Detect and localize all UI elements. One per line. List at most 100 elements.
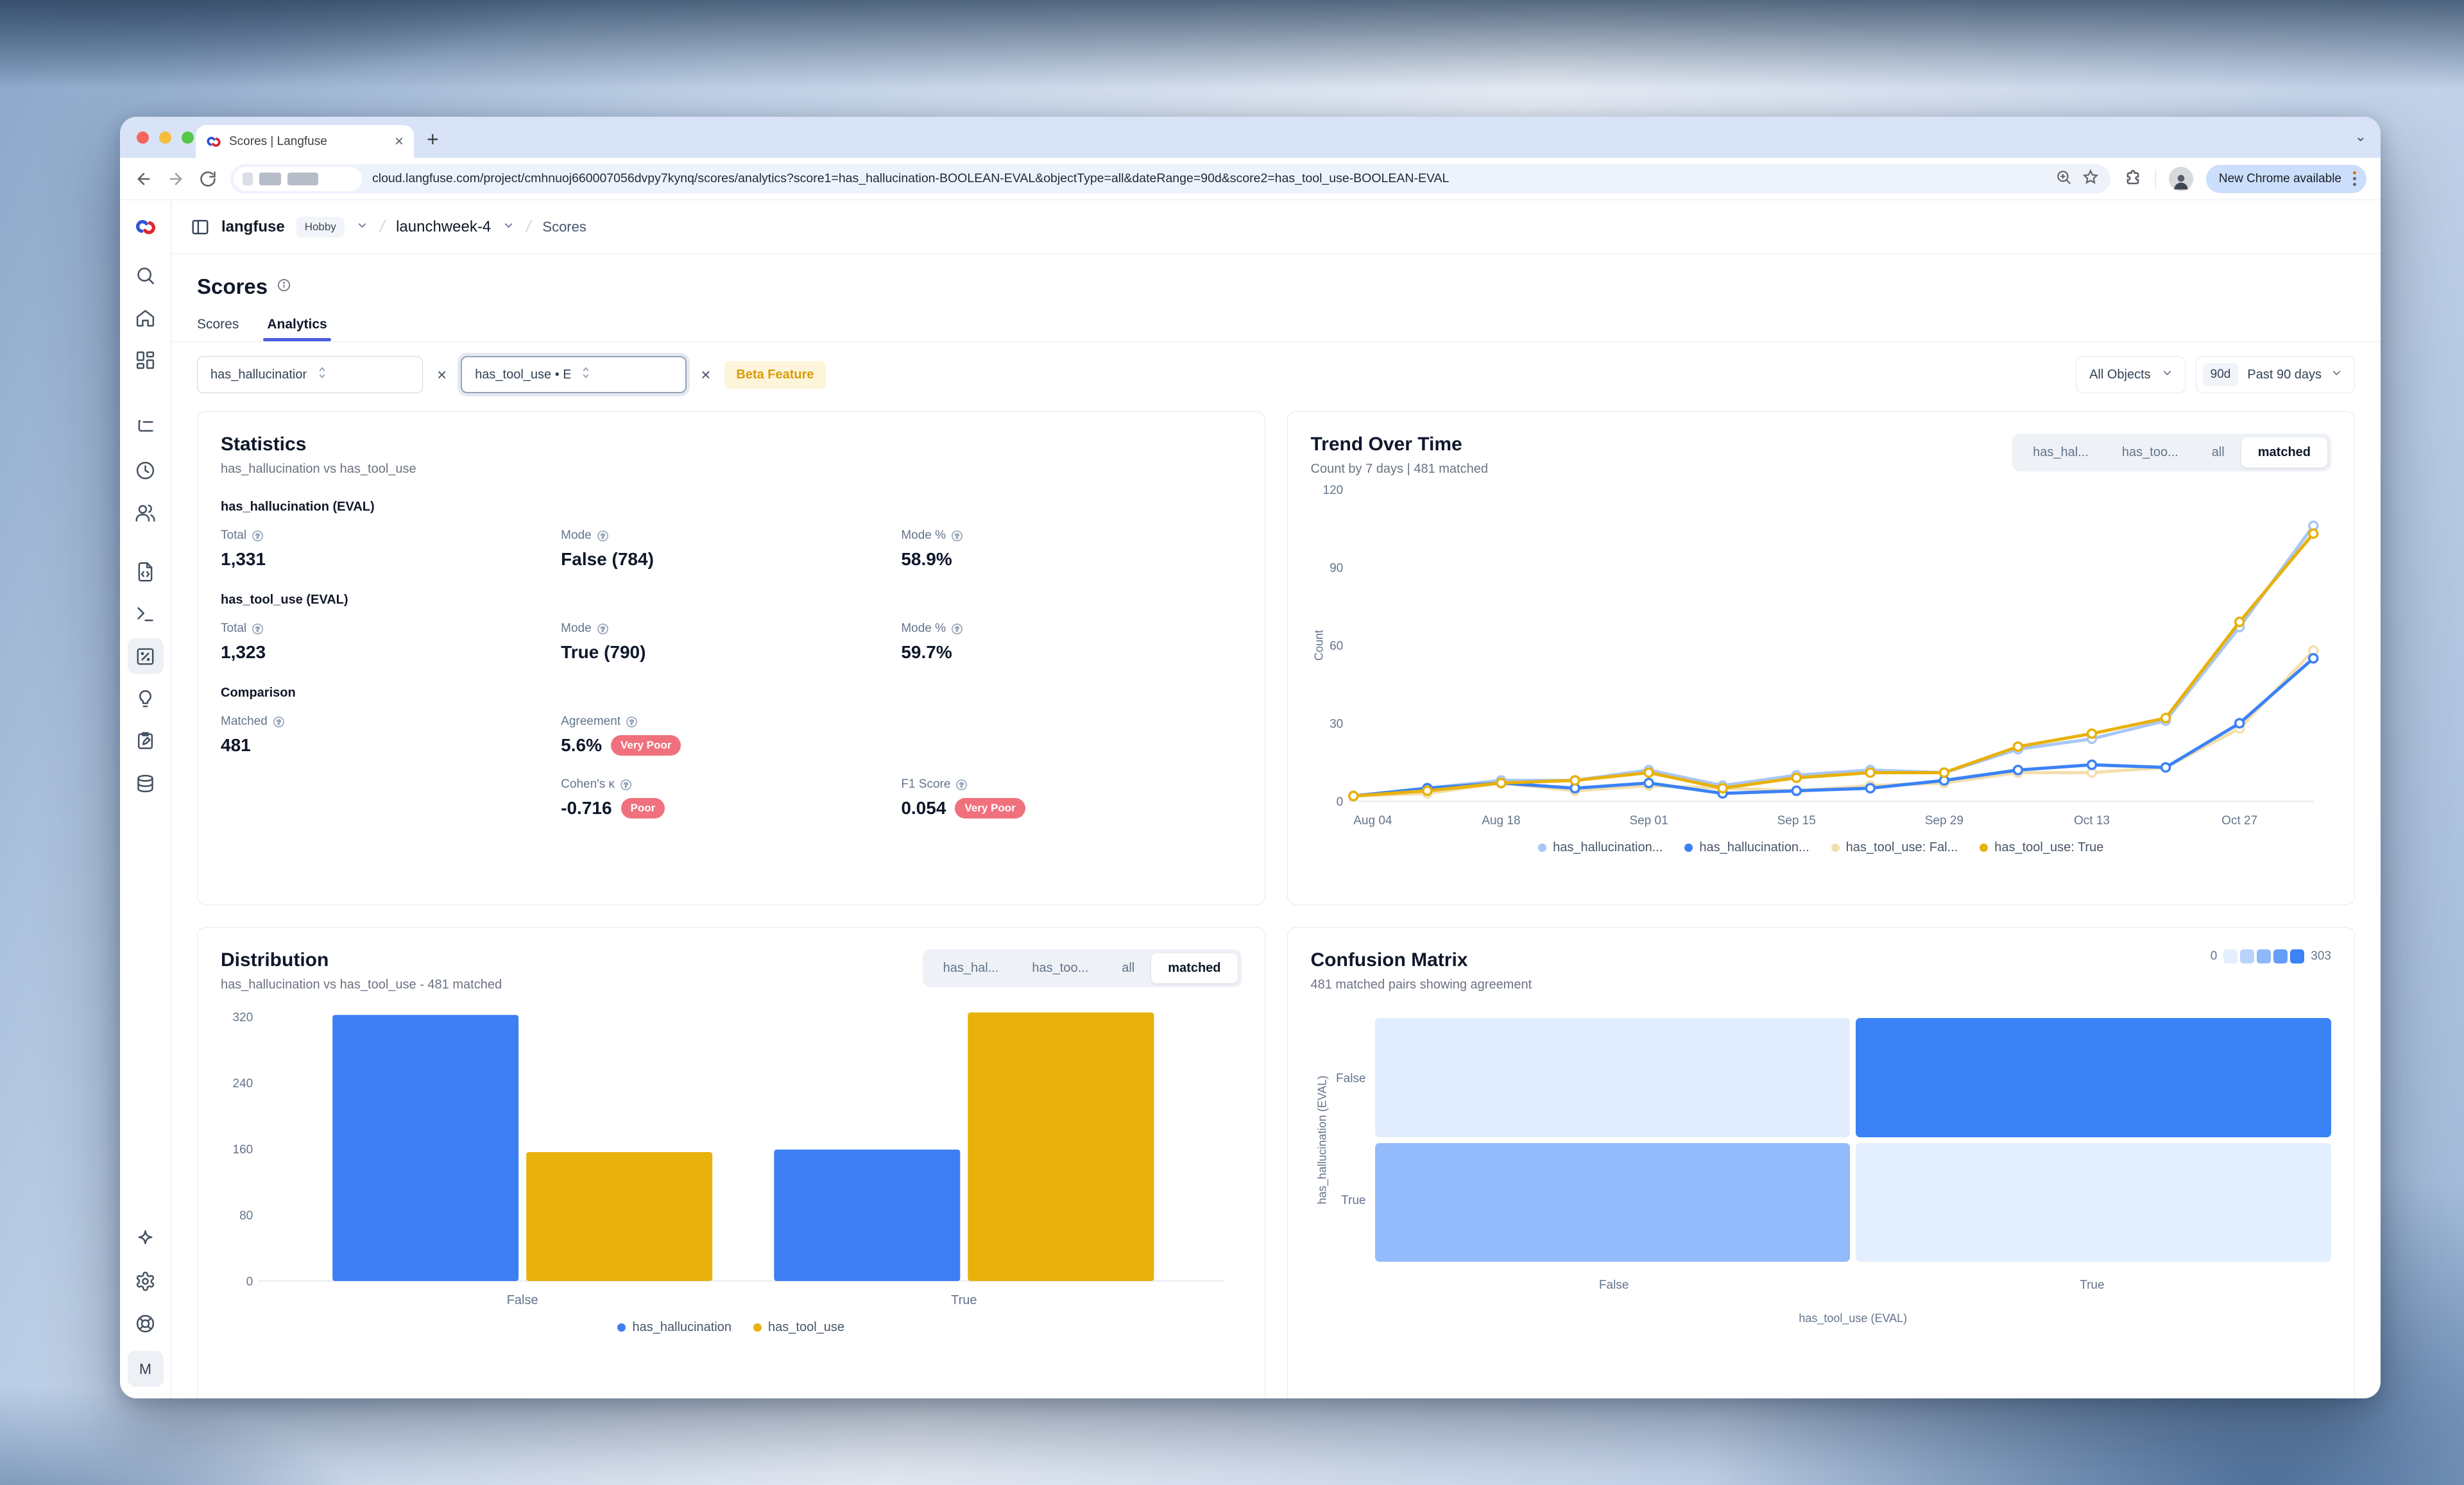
remove-score1-button[interactable]: × [437, 364, 447, 384]
zoom-window-button[interactable] [182, 132, 194, 144]
org-name[interactable]: langfuse [221, 217, 285, 235]
tab-close-icon[interactable]: × [394, 132, 404, 150]
help-icon: ? [597, 530, 608, 541]
sidebar-item-whats-new[interactable] [128, 1221, 164, 1257]
extensions-icon[interactable] [2123, 169, 2143, 189]
svg-text:?: ? [955, 532, 959, 540]
sidebar-item-sessions[interactable] [128, 452, 164, 488]
sidebar-item-datasets[interactable] [128, 765, 164, 801]
svg-text:Aug 04: Aug 04 [1353, 814, 1392, 827]
breadcrumb-page: Scores [542, 218, 586, 235]
comparison-heading: Comparison [221, 686, 296, 700]
select-updown-icon [579, 365, 675, 384]
project-switcher-chevron-icon[interactable] [502, 219, 515, 235]
sidebar-item-tracing[interactable] [128, 410, 164, 446]
help-icon: ? [620, 779, 631, 790]
browser-tab[interactable]: Scores | Langfuse × [196, 125, 414, 158]
sidebar-item-annotation[interactable] [128, 723, 164, 759]
date-shortcut-chip: 90d [2202, 363, 2239, 386]
confusion-title: Confusion Matrix [1310, 949, 1468, 971]
confusion-cell-True-False [1374, 1142, 1851, 1262]
score1-section-heading: has_hallucination (EVAL) [221, 500, 375, 514]
tab-scores[interactable]: Scores [197, 317, 239, 332]
address-bar[interactable]: cloud.langfuse.com/project/cmhnuoj660007… [230, 164, 2110, 194]
search-icon [137, 267, 155, 284]
object-type-select[interactable]: All Objects [2076, 356, 2186, 393]
confusion-col-labels: False True [1598, 1278, 2105, 1292]
users-icon [135, 504, 155, 522]
forward-button[interactable] [166, 169, 185, 189]
zoom-page-icon[interactable] [2055, 169, 2072, 189]
stat-matched: Matched ? 481 [221, 715, 561, 756]
org-switcher-chevron-icon[interactable] [356, 219, 368, 235]
sidebar-item-support[interactable] [128, 1305, 164, 1341]
legend-dot [753, 1323, 762, 1332]
new-tab-button[interactable]: + [427, 128, 439, 151]
back-button[interactable] [134, 169, 153, 189]
svg-text:30: 30 [1330, 718, 1343, 731]
score2-section-heading: has_tool_use (EVAL) [221, 593, 348, 607]
plan-badge: Hobby [296, 216, 345, 237]
tab-search-chevron-icon[interactable]: ⌄ [2354, 128, 2366, 144]
svg-text:Aug 18: Aug 18 [1482, 814, 1520, 827]
main-area: langfuse Hobby / launchweek-4 / Scores S… [171, 200, 2381, 1398]
chrome-update-pill[interactable]: New Chrome available [2205, 164, 2366, 193]
sidebar-item-settings[interactable] [128, 1263, 164, 1299]
date-range-select[interactable]: 90d Past 90 days [2195, 356, 2355, 393]
minimize-window-button[interactable] [159, 132, 171, 144]
sidebar-item-search[interactable] [128, 257, 164, 293]
sidebar-item-prompts[interactable] [128, 554, 164, 590]
sidebar-item-users[interactable] [128, 495, 164, 530]
tabs-divider [171, 341, 2381, 342]
breadcrumb-separator: / [524, 217, 533, 236]
help-icon: ? [952, 530, 963, 541]
distribution-toggle-all[interactable]: all [1105, 953, 1151, 983]
remove-score2-button[interactable]: × [701, 364, 711, 384]
project-name[interactable]: launchweek-4 [396, 217, 492, 235]
score1-select[interactable]: has_hallucination • EVAL [197, 356, 423, 393]
beta-feature-badge: Beta Feature [724, 361, 826, 389]
sidebar-item-playground[interactable] [128, 596, 164, 632]
profile-avatar[interactable] [2168, 166, 2193, 191]
toolbar-divider [2155, 169, 2156, 189]
sidebar-item-scores[interactable] [127, 638, 164, 674]
info-icon[interactable] [277, 278, 291, 296]
url-text: cloud.langfuse.com/project/cmhnuoj660007… [372, 171, 1450, 185]
distribution-toggle-score2[interactable]: has_too... [1015, 953, 1105, 983]
trend-legend: has_hallucination... has_hallucination..… [1311, 840, 2332, 855]
distribution-legend: has_hallucination has_tool_use [221, 1320, 1242, 1335]
filter-bar: has_hallucination • EVAL × has_tool_use … [197, 356, 2355, 393]
reload-button[interactable] [198, 169, 218, 189]
distribution-toggle-score1[interactable]: has_hal... [927, 953, 1016, 983]
distribution-toggle-matched[interactable]: matched [1151, 953, 1238, 983]
svg-text:?: ? [601, 532, 605, 540]
sidebar-item-evals[interactable] [128, 681, 164, 717]
trend-toggle-score1[interactable]: has_hal... [2016, 437, 2105, 468]
clipboard-pen-icon [137, 731, 153, 749]
trend-toggle-matched[interactable]: matched [2241, 437, 2327, 468]
stat-total-1: Total ? 1,331 [221, 529, 266, 569]
svg-text:False: False [507, 1293, 538, 1307]
chevron-down-icon [2161, 367, 2173, 383]
sidebar-toggle-icon[interactable] [191, 217, 210, 237]
trend-toggle-all[interactable]: all [2195, 437, 2241, 468]
trend-toggle-score2[interactable]: has_too... [2105, 437, 2195, 468]
distribution-subtitle: has_hallucination vs has_tool_use - 481 … [221, 978, 502, 992]
svg-text:?: ? [255, 532, 260, 540]
bookmark-star-icon[interactable] [2082, 169, 2099, 189]
close-window-button[interactable] [137, 132, 149, 144]
app-sidebar: M [120, 200, 171, 1398]
gear-icon [136, 1271, 155, 1291]
site-info-chip[interactable] [234, 166, 362, 191]
date-range-value: Past 90 days [2247, 367, 2322, 382]
browser-menu-icon[interactable] [2349, 171, 2360, 186]
sidebar-item-home[interactable] [128, 300, 164, 335]
user-avatar[interactable]: M [127, 1351, 164, 1387]
score2-select[interactable]: has_tool_use • EVAL [461, 356, 687, 393]
sidebar-item-dashboards[interactable] [128, 342, 164, 378]
square-percent-icon [137, 648, 154, 665]
confusion-matrix-grid [1374, 1018, 2331, 1262]
svg-text:Oct 13: Oct 13 [2074, 814, 2110, 827]
help-icon: ? [956, 779, 968, 790]
tab-analytics[interactable]: Analytics [263, 317, 332, 341]
